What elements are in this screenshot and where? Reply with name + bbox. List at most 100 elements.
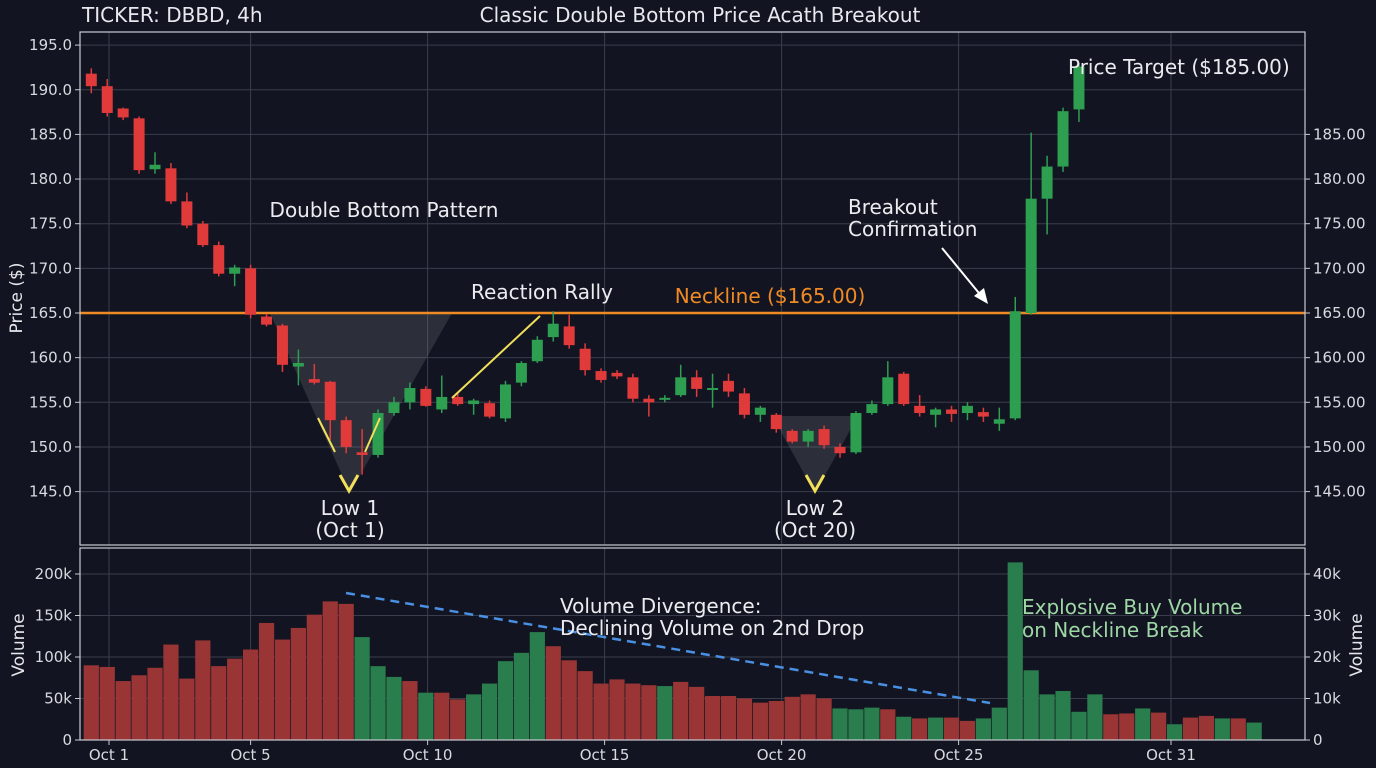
volume-bar	[513, 652, 530, 740]
volume-bar	[912, 718, 928, 740]
candle	[579, 343, 591, 376]
candle	[484, 400, 496, 419]
candle	[324, 380, 336, 440]
candle-body	[898, 373, 910, 405]
candle	[707, 373, 719, 408]
volume-bar	[434, 692, 450, 740]
candle	[946, 405, 958, 422]
candle-body	[770, 414, 782, 430]
volume-tick-label-right: 30k	[1313, 607, 1341, 625]
candle-body	[484, 403, 496, 417]
volume-bar	[131, 675, 147, 740]
volume-bar	[1119, 713, 1135, 740]
volume-bar	[418, 692, 434, 740]
candle-body	[754, 407, 766, 415]
volume-bar	[864, 707, 880, 740]
candle	[420, 386, 432, 407]
candle	[754, 405, 766, 422]
candle	[818, 425, 830, 449]
candle	[611, 370, 623, 380]
candle	[977, 407, 989, 422]
volume-bar	[927, 717, 944, 740]
price-tick-label-left: 190.0	[29, 81, 72, 99]
candle	[993, 407, 1005, 431]
x-tick-label: Oct 1	[89, 746, 129, 764]
volume-bar	[816, 698, 832, 740]
candle	[197, 221, 209, 247]
candle-body	[643, 398, 655, 403]
candle-body	[181, 201, 193, 226]
volume-bar	[800, 694, 816, 740]
volume-divergence-label-line2: Declining Volume on 2nd Drop	[560, 616, 864, 640]
x-tick-label: Oct 15	[580, 746, 630, 764]
price-tick-label-left: 195.0	[29, 36, 72, 54]
candle	[834, 443, 846, 458]
volume-bar	[227, 658, 243, 740]
volume-bar	[99, 666, 115, 740]
candle	[261, 313, 273, 327]
rally-label: Reaction Rally	[471, 280, 613, 304]
volume-bar	[529, 632, 545, 740]
candle	[388, 396, 400, 416]
candle-body	[85, 73, 97, 87]
candle-body	[946, 409, 958, 414]
low1-v-marker	[338, 474, 360, 495]
candle	[436, 375, 448, 414]
x-tick-label: Oct 10	[403, 746, 453, 764]
low1-rise-line	[364, 417, 381, 453]
volume-bar	[657, 686, 673, 740]
x-tick-label: Oct 25	[934, 746, 984, 764]
volume-bar	[466, 694, 482, 740]
candle	[1041, 155, 1053, 235]
buy-volume-label-line2: on Neckline Break	[1022, 618, 1204, 642]
candle-body	[834, 446, 846, 454]
candle	[882, 361, 894, 406]
price-tick-label-left: 180.0	[29, 170, 72, 188]
candle-body	[499, 384, 511, 419]
x-tick-label: Oct 5	[230, 746, 270, 764]
volume-bar	[1214, 718, 1230, 740]
candle	[308, 363, 320, 385]
candle	[738, 388, 750, 419]
volume-tick-label-left: 0	[62, 731, 72, 749]
candle-body	[818, 429, 830, 446]
volume-axis-label-left: Volume	[9, 613, 29, 676]
volume-bar	[450, 699, 466, 740]
price-tick-label-right: 145.00	[1313, 483, 1366, 501]
volume-bar	[1055, 691, 1071, 740]
candle	[165, 162, 177, 205]
price-tick-label-right: 170.00	[1313, 259, 1366, 277]
candle-body	[659, 397, 671, 400]
candle-body	[627, 377, 639, 399]
volume-bar	[625, 683, 641, 740]
candle-body	[324, 381, 336, 421]
candle	[372, 409, 384, 458]
volume-bar	[689, 686, 705, 740]
candle-body	[356, 452, 368, 455]
volume-bar	[896, 716, 912, 740]
volume-divergence-trendline	[345, 591, 991, 705]
candle	[675, 364, 687, 397]
volume-bar	[784, 696, 800, 740]
volume-panel-frame	[79, 547, 1306, 741]
volume-bar	[179, 678, 195, 740]
candle-body	[914, 405, 926, 414]
low1-label: Low 1	[321, 496, 379, 520]
ticker-label: TICKER: DBBD, 4h	[81, 3, 263, 27]
candle-body	[308, 379, 320, 383]
candle-body	[420, 388, 432, 406]
volume-bar	[1166, 724, 1183, 740]
candle	[930, 407, 942, 428]
volume-bar	[1103, 714, 1119, 740]
chart-title: Classic Double Bottom Price Acath Breako…	[480, 3, 921, 27]
candle-body	[1073, 66, 1085, 110]
volume-bar	[1135, 708, 1151, 740]
candle	[85, 68, 97, 94]
candle	[117, 107, 129, 121]
candle-body	[738, 393, 750, 415]
candle-body	[611, 372, 623, 377]
volume-bar	[720, 696, 737, 740]
candle-body	[707, 388, 719, 391]
candle-body	[977, 412, 989, 417]
